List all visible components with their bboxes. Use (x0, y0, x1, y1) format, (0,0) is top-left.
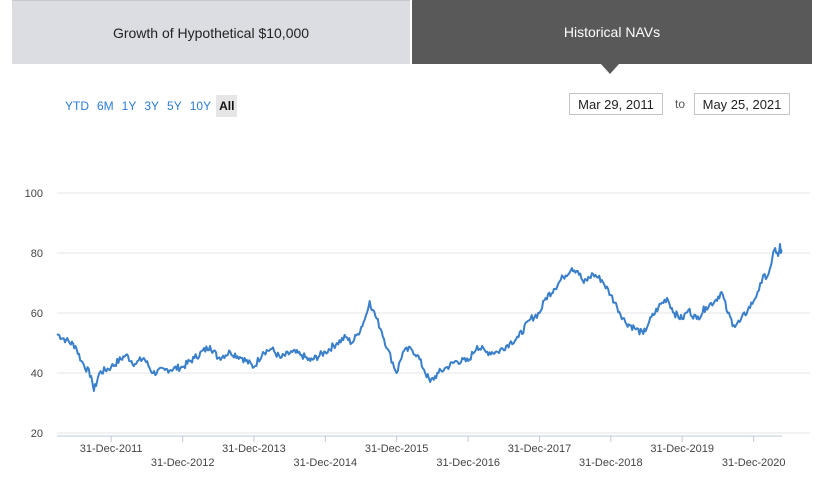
tab-growth-hypothetical[interactable]: Growth of Hypothetical $10,000 (12, 0, 410, 64)
x-tick-label: 31-Dec-2013 (222, 443, 286, 455)
date-range-to-label: to (675, 97, 686, 111)
y-tick-label: 80 (31, 248, 43, 260)
y-tick-label: 60 (31, 308, 43, 320)
x-tick-label: 31-Dec-2018 (579, 457, 643, 469)
x-tick-label: 31-Dec-2011 (80, 443, 143, 455)
range-selector: YTD 6M 1Y 3Y 5Y 10Y All (62, 94, 239, 118)
range-button-10y[interactable]: 10Y (189, 99, 212, 113)
range-button-ytd[interactable]: YTD (65, 99, 89, 113)
y-tick-label: 40 (31, 368, 43, 380)
active-tab-pointer (601, 64, 619, 74)
x-tick-label: 31-Dec-2017 (508, 443, 572, 455)
tab-historical-navs[interactable]: Historical NAVs (412, 0, 812, 64)
nav-series-line (56, 243, 783, 392)
y-tick-label: 100 (25, 188, 43, 200)
range-button-5y[interactable]: 5Y (167, 99, 182, 113)
y-tick-label: 20 (31, 428, 43, 440)
range-button-6m[interactable]: 6M (97, 99, 114, 113)
date-to-input[interactable]: May 25, 2021 (694, 93, 790, 115)
range-button-3y[interactable]: 3Y (144, 99, 160, 113)
range-button-all[interactable]: All (216, 95, 238, 117)
x-tick-label: 31-Dec-2015 (365, 443, 429, 455)
tab-bar: Growth of Hypothetical $10,000 Historica… (12, 0, 812, 64)
x-tick-label: 31-Dec-2019 (650, 443, 714, 455)
x-tick-label: 31-Dec-2020 (722, 457, 786, 469)
x-tick-label: 31-Dec-2014 (294, 457, 358, 469)
date-from-input[interactable]: Mar 29, 2011 (569, 93, 663, 115)
range-button-1y[interactable]: 1Y (121, 99, 137, 113)
x-tick-label: 31-Dec-2016 (436, 457, 500, 469)
x-tick-label: 31-Dec-2012 (151, 457, 215, 469)
